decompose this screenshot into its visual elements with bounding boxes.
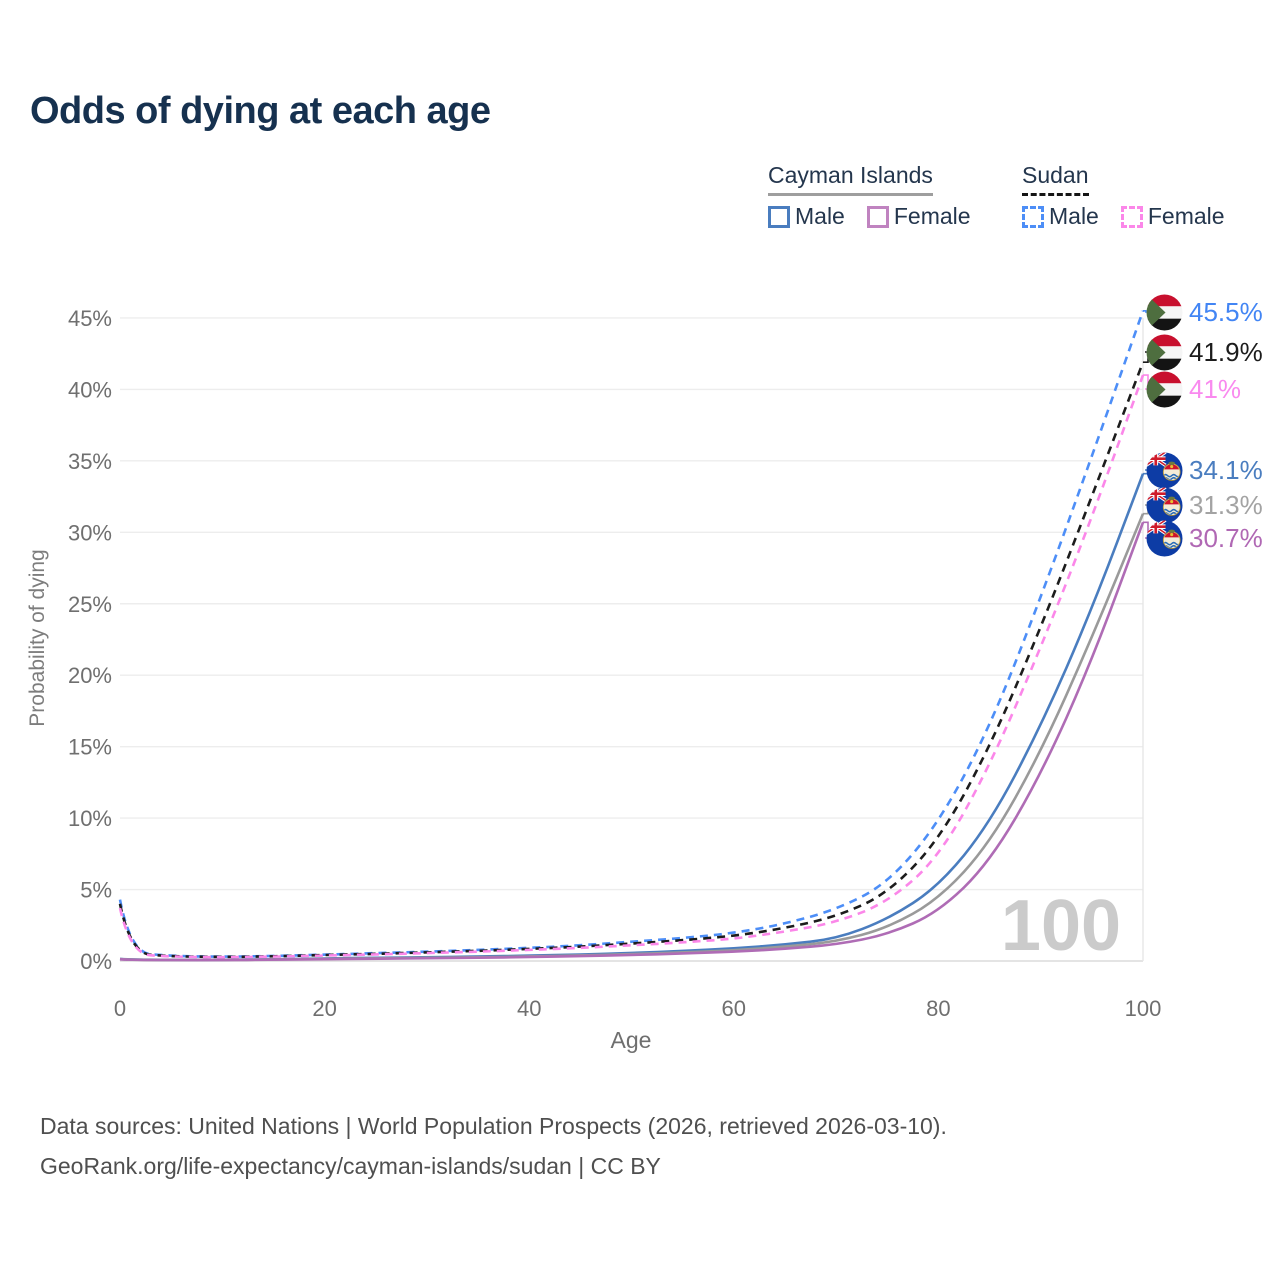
legend-header-sudan[interactable]: Sudan — [1022, 162, 1089, 197]
end-label-cayman-islands-female: 30.7% — [1146, 519, 1263, 557]
curve-sudan-female[interactable] — [118, 374, 1145, 959]
end-label-value: 31.3% — [1189, 489, 1263, 520]
y-tick-label: 0% — [80, 949, 112, 974]
curves — [118, 310, 1149, 962]
y-tick-label: 45% — [68, 306, 112, 331]
legend-item-label: Female — [1147, 203, 1225, 230]
legend-group-sudan: Sudan Male Female — [1022, 162, 1225, 230]
legend-item-sudan-female[interactable]: Female — [1120, 203, 1225, 230]
gridlines — [120, 317, 1144, 962]
sudan-flag-icon — [1146, 294, 1183, 330]
cayman-islands-flag-icon — [1146, 520, 1183, 556]
y-tick-label: 10% — [68, 806, 112, 831]
end-label-value: 45.5% — [1189, 296, 1263, 327]
curve-cayman-islands-female[interactable] — [119, 521, 1145, 962]
cayman-female-swatch-icon — [866, 205, 889, 228]
end-label-value: 41.9% — [1189, 336, 1263, 367]
legend-item-sudan-male[interactable]: Male — [1022, 203, 1099, 230]
x-tick-label: 60 — [722, 996, 746, 1021]
x-tick-label: 0 — [114, 996, 126, 1021]
curve-cayman-islands-male[interactable] — [119, 473, 1145, 962]
end-label-sudan-female: 41% — [1146, 370, 1241, 408]
axis-tick-labels: 0% 5% 10% 15% 20% 25% 30% 35% 40% 45% 0 20 40 60 80 100 — [68, 306, 1161, 1021]
legend-item-cayman-female[interactable]: Female — [866, 203, 971, 230]
sudan-flag-icon — [1146, 371, 1183, 407]
end-label-sudan-male: 45.5% — [1146, 293, 1263, 331]
end-label-value: 30.7% — [1189, 522, 1263, 553]
end-label-value: 41% — [1189, 373, 1242, 404]
y-axis-title: Probability of dying — [26, 549, 49, 726]
end-label-sudan-both-sexes: 41.9% — [1146, 333, 1263, 371]
curve-sudan-both-sexes[interactable] — [118, 361, 1145, 959]
y-tick-label: 20% — [68, 663, 112, 688]
leader-line-cayman-islands-female — [1143, 521, 1149, 539]
x-tick-label: 80 — [926, 996, 950, 1021]
y-tick-label: 15% — [68, 735, 112, 760]
cayman-male-swatch-icon — [768, 205, 790, 228]
sudan-flag-icon — [1146, 334, 1183, 370]
legend-item-label: Male — [795, 203, 845, 230]
sudan-female-swatch-icon — [1120, 205, 1143, 228]
y-tick-label: 25% — [68, 592, 112, 617]
end-label-cayman-islands-both-sexes: 31.3% — [1146, 486, 1263, 524]
attribution-line: GeoRank.org/life-expectancy/cayman-islan… — [40, 1153, 661, 1179]
x-axis-title: Age — [611, 1027, 652, 1053]
data-sources-line: Data sources: United Nations | World Pop… — [40, 1113, 947, 1139]
cayman-islands-flag-icon — [1146, 452, 1183, 488]
footer: Data sources: United Nations | World Pop… — [40, 1106, 947, 1186]
end-label-value: 34.1% — [1189, 454, 1263, 485]
y-tick-label: 40% — [68, 377, 112, 402]
legend-item-cayman-male[interactable]: Male — [768, 203, 845, 230]
curve-cayman-islands-both-sexes[interactable] — [119, 513, 1145, 962]
cayman-islands-flag-icon — [1146, 487, 1183, 523]
y-tick-label: 35% — [68, 449, 112, 474]
y-tick-label: 30% — [68, 520, 112, 545]
end-label-cayman-islands-male: 34.1% — [1146, 451, 1263, 489]
legend-group-cayman-islands: Cayman Islands Male Female — [768, 162, 971, 230]
page-title: Odds of dying at each age — [30, 90, 491, 132]
legend-header-cayman-islands[interactable]: Cayman Islands — [768, 162, 933, 197]
x-tick-label: 100 — [1125, 996, 1162, 1021]
sudan-male-swatch-icon — [1022, 205, 1044, 228]
y-tick-label: 5% — [80, 878, 112, 903]
watermark-age-100: 100 — [1001, 886, 1121, 966]
x-tick-label: 40 — [517, 996, 541, 1021]
legend-item-label: Female — [893, 203, 971, 230]
legend-item-label: Male — [1049, 203, 1099, 230]
x-tick-label: 20 — [312, 996, 336, 1021]
